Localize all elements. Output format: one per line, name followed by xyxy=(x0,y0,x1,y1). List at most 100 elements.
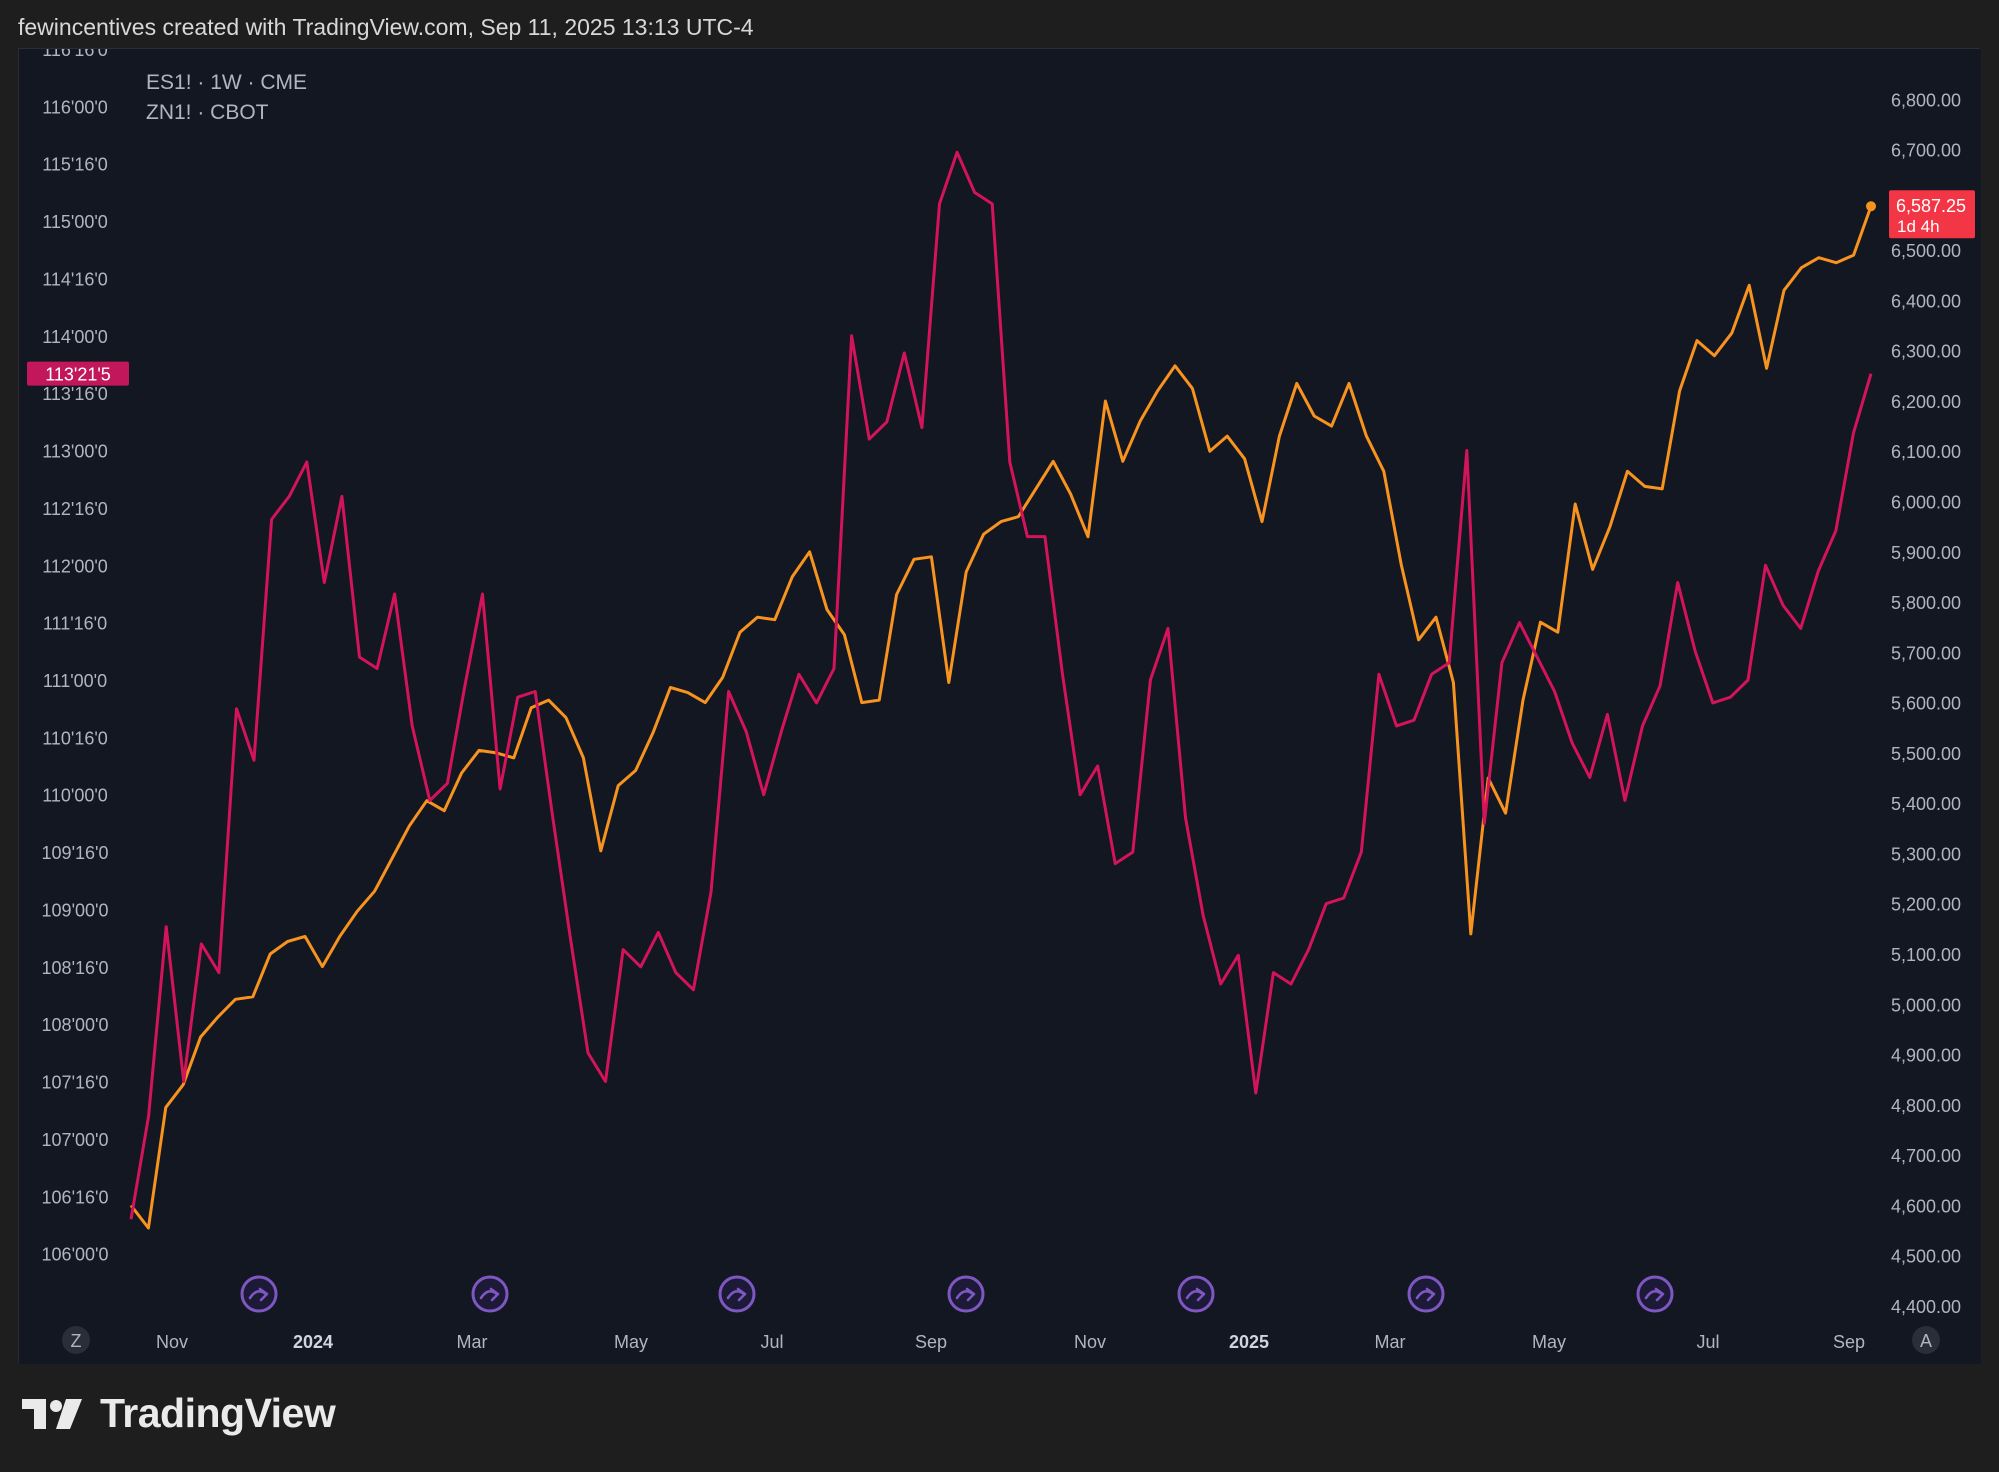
event-icon-arrow xyxy=(1415,1287,1436,1302)
time-axis-label: 2025 xyxy=(1229,1332,1269,1352)
right-axis-tick-label: 4,600.00 xyxy=(1891,1196,1961,1216)
right-axis-tick-label: 4,500.00 xyxy=(1891,1247,1961,1267)
event-icon-arrow xyxy=(479,1287,500,1302)
left-axis-tick-label: 108'16'0 xyxy=(42,958,109,978)
left-axis-tick-label: 115'00'0 xyxy=(42,212,108,232)
time-axis-label: Nov xyxy=(1074,1332,1106,1352)
left-axis-tick-label: 106'16'0 xyxy=(42,1187,109,1207)
dual-axis-line-chart[interactable]: 116'16'0 116'00'0 115'16'0 115'00'0 114'16'0… xyxy=(19,49,1981,1364)
left-axis-tick-label: 113'00'0 xyxy=(42,442,108,462)
event-arrow-icon[interactable] xyxy=(1177,1275,1215,1313)
left-axis-tick-label: 111'00'0 xyxy=(43,671,107,691)
right-axis-tick-label: 5,800.00 xyxy=(1891,593,1961,613)
zn-series-line[interactable] xyxy=(129,150,1873,1220)
event-arrow-icon[interactable] xyxy=(1636,1275,1674,1313)
tradingview-brand[interactable]: TradingView xyxy=(20,1390,336,1437)
time-axis-label: May xyxy=(614,1332,648,1352)
time-axis-label: Jul xyxy=(1696,1332,1719,1352)
es-series-line[interactable] xyxy=(129,205,1873,1230)
event-icon-arrow xyxy=(248,1287,269,1302)
event-icon-arrow xyxy=(1185,1287,1206,1302)
event-arrow-icon[interactable] xyxy=(240,1275,278,1313)
left-axis-tick-label: 110'00'0 xyxy=(42,786,108,806)
right-axis-tick-label: 6,300.00 xyxy=(1891,342,1961,362)
event-icon-ring[interactable] xyxy=(1407,1275,1445,1313)
auto-scale-button[interactable]: A xyxy=(1912,1326,1940,1354)
event-arrow-icon[interactable] xyxy=(718,1275,756,1313)
left-axis-tick-label: 114'00'0 xyxy=(42,327,108,347)
right-axis-tick-label: 5,700.00 xyxy=(1891,643,1961,663)
left-axis-tick-label: 115'16'0 xyxy=(42,155,108,175)
event-icon-ring[interactable] xyxy=(240,1275,278,1313)
auto-scale-button-bg[interactable] xyxy=(1912,1326,1940,1354)
time-axis-label: Mar xyxy=(457,1332,488,1352)
left-axis-tick-label: 113'16'0 xyxy=(42,384,108,404)
time-axis-label: Nov xyxy=(156,1332,188,1352)
zn-last-price-label: 113'21'5 xyxy=(45,365,111,385)
time-axis-label: Sep xyxy=(1833,1332,1865,1352)
right-axis-tick-label: 5,600.00 xyxy=(1891,694,1961,714)
right-axis-tick-label: 6,700.00 xyxy=(1891,141,1961,161)
right-axis-tick-label: 4,900.00 xyxy=(1891,1046,1961,1066)
left-axis-tick-label: 111'16'0 xyxy=(43,614,107,634)
left-axis-tick-label: 109'00'0 xyxy=(42,900,109,920)
event-icon-ring[interactable] xyxy=(1177,1275,1215,1313)
left-axis-tick-label: 107'00'0 xyxy=(42,1130,109,1150)
left-axis-mode-label[interactable]: Z xyxy=(71,1331,82,1351)
left-axis-tick-label: 106'00'0 xyxy=(42,1245,109,1265)
event-icon-ring[interactable] xyxy=(471,1275,509,1313)
time-axis-label: May xyxy=(1532,1332,1566,1352)
event-icon-ring[interactable] xyxy=(718,1275,756,1313)
left-axis-tick-label: 108'00'0 xyxy=(42,1015,109,1035)
right-axis-tick-label: 5,300.00 xyxy=(1891,844,1961,864)
time-axis-label: Sep xyxy=(915,1332,947,1352)
event-icon-ring[interactable] xyxy=(947,1275,985,1313)
es-last-point xyxy=(1866,201,1876,212)
right-axis-tick-label: 6,000.00 xyxy=(1891,493,1961,513)
right-axis-tick-label: 6,200.00 xyxy=(1891,392,1961,412)
right-axis-tick-label: 4,800.00 xyxy=(1891,1096,1961,1116)
right-axis-tick-label: 5,100.00 xyxy=(1891,945,1961,965)
event-icon-arrow xyxy=(955,1287,976,1302)
right-axis-tick-label: 5,000.00 xyxy=(1891,995,1961,1015)
legend: ES1! · 1W · CME ZN1! · CBOT xyxy=(146,71,307,124)
right-axis-tick-label: 5,900.00 xyxy=(1891,543,1961,563)
es-countdown-label: 1d 4h xyxy=(1897,217,1940,236)
event-icon-ring[interactable] xyxy=(1636,1275,1674,1313)
right-axis-tick-label: 6,800.00 xyxy=(1891,90,1961,110)
chart-background xyxy=(19,49,1981,1364)
right-axis-tick-label: 4,700.00 xyxy=(1891,1146,1961,1166)
brand-name: TradingView xyxy=(100,1390,336,1436)
right-axis-tick-label: 4,400.00 xyxy=(1891,1297,1961,1317)
chart-panel[interactable]: 116'16'0 116'00'0 115'16'0 115'00'0 114'16'0… xyxy=(18,48,1981,1364)
left-axis-tick-label: 116'16'0 xyxy=(42,49,108,60)
right-axis-tick-label: 6,100.00 xyxy=(1891,442,1961,462)
es-last-price-label: 6,587.25 xyxy=(1896,196,1966,216)
legend-es[interactable]: ES1! · 1W · CME xyxy=(146,71,307,94)
es-badge-bg xyxy=(1889,190,1975,239)
event-arrow-icon[interactable] xyxy=(947,1275,985,1313)
time-axis-label: 2024 xyxy=(293,1332,333,1352)
right-axis-tick-label: 5,400.00 xyxy=(1891,794,1961,814)
left-axis-tick-label: 109'16'0 xyxy=(42,843,109,863)
event-icon-arrow xyxy=(1644,1287,1665,1302)
left-axis-tick-label: 112'16'0 xyxy=(42,499,108,519)
event-arrow-icon[interactable] xyxy=(1407,1275,1445,1313)
left-axis-tick-label: 110'16'0 xyxy=(42,728,108,748)
tradingview-logo-icon xyxy=(22,1398,82,1429)
right-axis-tick-label: 5,500.00 xyxy=(1891,744,1961,764)
right-axis-tick-label: 5,200.00 xyxy=(1891,895,1961,915)
auto-scale-label[interactable]: A xyxy=(1920,1331,1932,1351)
time-axis-label: Jul xyxy=(760,1332,783,1352)
left-price-axis[interactable]: 116'16'0 116'00'0 115'16'0 115'00'0 114'16'0… xyxy=(42,49,109,1265)
left-axis-tick-label: 116'00'0 xyxy=(42,97,108,117)
time-axis-label: Mar xyxy=(1375,1332,1406,1352)
left-axis-mode-button[interactable]: Z xyxy=(62,1326,90,1354)
legend-zn[interactable]: ZN1! · CBOT xyxy=(146,101,269,124)
left-axis-mode-button-bg[interactable] xyxy=(62,1326,90,1354)
zn-last-price-badge[interactable]: 113'21'5 xyxy=(27,361,129,386)
left-axis-tick-label: 107'16'0 xyxy=(42,1073,109,1093)
time-axis[interactable]: Nov 2024 Mar May Jul Sep Nov 2025 Mar May Jul Sep xyxy=(156,1332,1865,1352)
event-arrow-icon[interactable] xyxy=(471,1275,509,1313)
